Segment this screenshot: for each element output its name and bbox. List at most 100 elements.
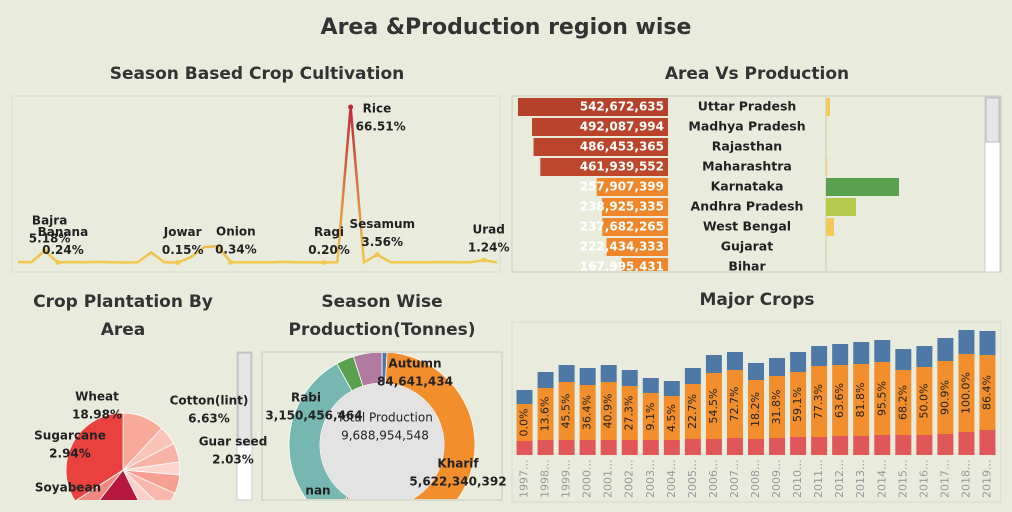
category-label: Cotton(lint): [170, 394, 249, 408]
bar-segment: [600, 365, 617, 382]
point: [348, 104, 354, 110]
x-tick-label: 2012...: [833, 460, 846, 498]
area-bar: [531, 118, 668, 136]
value-label: 461,939,552: [580, 160, 664, 174]
bar-segment: [979, 355, 996, 430]
value-label: 3.56%: [361, 235, 403, 249]
x-tick-label: 2014...: [875, 460, 888, 498]
category-label: Urad: [473, 223, 505, 237]
bar-segment: [579, 368, 596, 385]
x-tick-label: 1998...: [539, 460, 552, 498]
value-label: 2.94%: [49, 447, 91, 461]
value-label: 3,150,456,464: [265, 409, 362, 423]
bar-segment: [684, 384, 701, 439]
area-bar: [621, 258, 668, 271]
chart-title: Crop Plantation By Area: [33, 292, 213, 340]
chart-title: Major Crops: [699, 290, 815, 310]
point: [481, 257, 487, 263]
bar-segment: [748, 439, 764, 455]
value-label: 6.63%: [188, 412, 230, 426]
x-tick-label: 2010...: [791, 460, 804, 498]
bar-segment: [895, 370, 912, 435]
production-bar: [826, 118, 827, 136]
category-label: Onion: [216, 225, 256, 239]
category-label: Wheat: [75, 390, 119, 404]
category-label: Soyabean: [35, 481, 101, 495]
bar-segment: [748, 380, 764, 439]
x-tick-label: 2017...: [938, 460, 951, 498]
x-tick-label: 2000...: [581, 460, 594, 498]
bar-segment: [895, 435, 912, 455]
x-tick-label: 2019...: [980, 460, 993, 498]
bar-segment: [958, 330, 975, 354]
bar-segment: [769, 376, 786, 438]
bar-label: 0.0%: [518, 409, 531, 437]
value-label: 0.15%: [162, 243, 204, 257]
scroll-handle[interactable]: [985, 97, 1000, 143]
value-label: 492,087,994: [580, 120, 664, 134]
bar-segment: [705, 373, 722, 439]
point: [374, 252, 380, 258]
production-bar: [826, 158, 827, 176]
value-label: 238,925,335: [580, 200, 664, 214]
bar-segment: [769, 358, 786, 376]
category-label: Rabi: [291, 391, 321, 405]
bar-label: 13.6%: [539, 397, 552, 432]
bar-segment: [979, 430, 996, 455]
production-bar: [826, 98, 830, 116]
bar-segment: [811, 366, 828, 437]
slice: [122, 469, 176, 500]
bars: 542,672,635 Uttar Pradesh 492,087,994 Madhy…: [518, 98, 899, 274]
x-tick-label: 2013...: [854, 460, 867, 498]
value-label: 1.24%: [468, 241, 510, 255]
bar-segment: [684, 368, 701, 384]
bar-label: 81.8%: [854, 383, 867, 418]
bar-segment: [621, 386, 638, 440]
value-label: 237,682,265: [580, 220, 664, 234]
bar-label: 22.7%: [686, 394, 699, 429]
bar-segment: [790, 352, 807, 372]
point: [321, 260, 327, 266]
value-label: 5.18%: [29, 231, 71, 245]
production-bar: [826, 138, 827, 156]
center-label: Total Production: [336, 411, 433, 425]
scroll-handle[interactable]: [237, 352, 252, 446]
value-label: 18.98%: [72, 408, 122, 422]
state-label: Bihar: [728, 259, 766, 274]
bar-segment: [874, 362, 891, 435]
value-label: 222,434,333: [580, 240, 664, 254]
chart-title: Area Vs Production: [664, 64, 850, 84]
category-label: Jowar: [163, 225, 202, 239]
bar-label: 54.5%: [707, 389, 720, 424]
value-label: 486,453,365: [580, 140, 664, 154]
slice: [122, 469, 155, 500]
bar-segment: [769, 438, 786, 455]
panel: [261, 351, 503, 501]
category-label: Sesamum: [349, 217, 415, 231]
page-title: Area &Production region wise: [320, 15, 692, 40]
state-label: Uttar Pradesh: [698, 99, 797, 114]
point: [228, 259, 234, 265]
area-bar: [601, 198, 668, 216]
production-bar: [826, 178, 899, 196]
bar-segment: [811, 437, 828, 455]
value-label: 0.24%: [42, 243, 84, 257]
state-label: Gujarat: [721, 239, 773, 254]
donut-hole: [320, 383, 444, 499]
category-label: Autumn: [388, 357, 441, 371]
bar-segment: [832, 365, 849, 436]
value-label: 66.51%: [356, 120, 406, 134]
state-label: Andhra Pradesh: [691, 199, 804, 214]
chart-title: Season Based Crop Cultivation: [109, 64, 405, 84]
line: [17, 106, 498, 265]
bar-segment: [832, 436, 849, 455]
bar-segment: [705, 439, 722, 455]
bar-segment: [579, 385, 596, 440]
bar-label: 9.1%: [644, 403, 657, 431]
bar-segment: [705, 355, 722, 373]
x-tick-label: 2018...: [959, 460, 972, 498]
x-tick-label: 2006...: [707, 460, 720, 498]
bar-segment: [832, 344, 849, 365]
